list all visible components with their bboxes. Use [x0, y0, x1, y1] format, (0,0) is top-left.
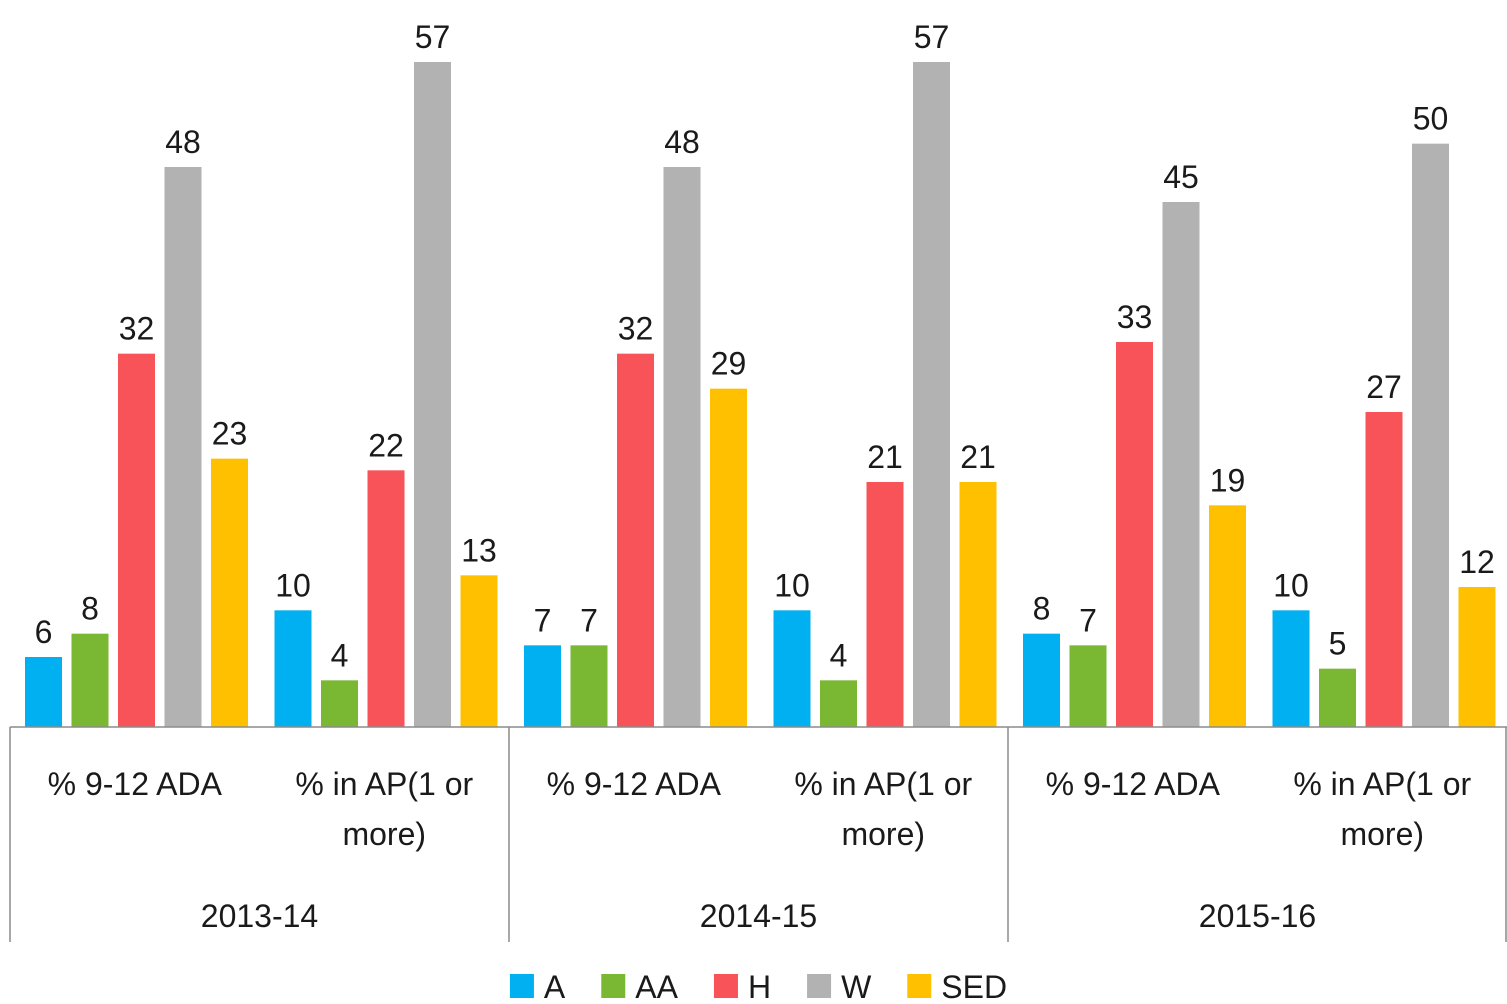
bar — [1272, 610, 1310, 727]
data-label: 7 — [534, 602, 552, 638]
data-label: 29 — [711, 346, 747, 382]
bar — [71, 633, 109, 727]
data-label: 12 — [1459, 544, 1495, 580]
data-label: 23 — [212, 416, 248, 452]
bar — [773, 610, 811, 727]
group-label: 2013-14 — [201, 898, 318, 934]
data-label: 8 — [81, 591, 99, 627]
bar — [710, 388, 747, 727]
data-label: 27 — [1366, 369, 1402, 405]
x-tick-label: % in AP(1 or more) — [1293, 766, 1471, 852]
data-label: 45 — [1163, 159, 1199, 195]
bar — [118, 353, 155, 727]
x-tick-label: % 9-12 ADA — [48, 766, 223, 802]
bar — [913, 62, 950, 727]
data-label: 48 — [165, 124, 201, 160]
legend-label: W — [841, 969, 872, 1004]
legend-swatch — [509, 974, 534, 998]
data-label: 32 — [618, 311, 654, 347]
bar — [367, 470, 405, 727]
bar — [1162, 202, 1200, 727]
bar — [1458, 587, 1496, 727]
data-label: 57 — [914, 19, 950, 55]
data-label: 48 — [664, 124, 700, 160]
data-label: 4 — [331, 637, 349, 673]
data-label: 7 — [580, 602, 598, 638]
data-label: 50 — [1413, 101, 1449, 137]
data-label: 5 — [1329, 626, 1347, 662]
bar — [570, 645, 608, 727]
legend-label: H — [748, 969, 771, 1004]
bar — [866, 482, 904, 727]
bar — [1412, 143, 1449, 727]
legend-swatch — [907, 974, 932, 998]
legend-swatch — [807, 974, 832, 998]
x-tick-label: % 9-12 ADA — [547, 766, 722, 802]
bar — [959, 482, 997, 727]
x-tick-label: % in AP(1 or more) — [794, 766, 972, 852]
bar — [164, 167, 202, 727]
bar — [1023, 633, 1060, 727]
bar — [321, 680, 358, 727]
data-label: 4 — [830, 637, 848, 673]
data-label: 33 — [1117, 299, 1153, 335]
group-label: 2015-16 — [1199, 898, 1316, 934]
bar — [1365, 412, 1403, 727]
data-label: 19 — [1210, 462, 1246, 498]
data-label: 32 — [119, 311, 155, 347]
bar — [617, 353, 654, 727]
bar — [1069, 645, 1107, 727]
data-label: 57 — [415, 19, 451, 55]
data-label: 6 — [35, 614, 53, 650]
data-label: 13 — [461, 532, 497, 568]
legend-label: AA — [635, 969, 678, 1004]
data-label: 7 — [1079, 602, 1097, 638]
legend-swatch — [713, 974, 738, 998]
x-tick-label: % in AP(1 or more) — [295, 766, 473, 852]
data-label: 21 — [960, 439, 996, 475]
legend-label: A — [544, 969, 566, 1004]
group-label: 2014-15 — [700, 898, 817, 934]
bar — [1209, 505, 1246, 727]
bar — [211, 458, 248, 727]
bar — [524, 645, 561, 727]
bar — [460, 575, 498, 727]
data-label: 10 — [275, 567, 311, 603]
data-label: 10 — [774, 567, 810, 603]
x-tick-label: % 9-12 ADA — [1046, 766, 1221, 802]
bar — [820, 680, 857, 727]
bar — [25, 657, 62, 727]
bar — [1116, 342, 1153, 727]
data-label: 22 — [368, 427, 404, 463]
bar — [274, 610, 312, 727]
legend-swatch — [601, 974, 626, 998]
data-label: 10 — [1273, 567, 1309, 603]
data-label: 21 — [867, 439, 903, 475]
bar — [1319, 668, 1356, 727]
data-label: 8 — [1033, 591, 1051, 627]
bar — [414, 62, 451, 727]
bar — [663, 167, 701, 727]
legend-label: SED — [941, 969, 1007, 1004]
